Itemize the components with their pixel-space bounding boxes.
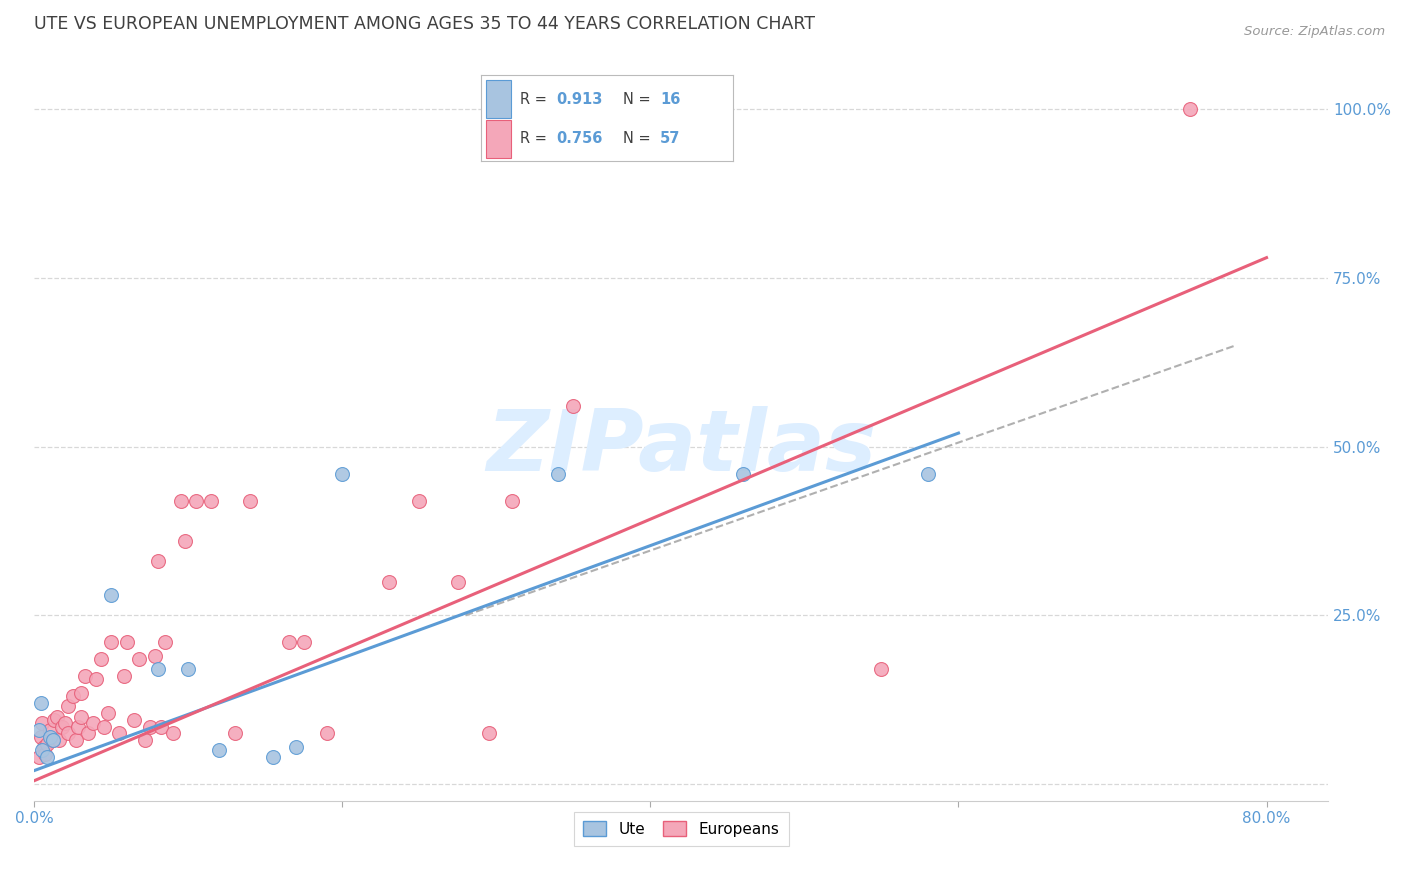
Point xyxy=(38,723,60,737)
Point xyxy=(108,726,131,740)
Point xyxy=(224,726,246,740)
Point xyxy=(134,733,156,747)
Point xyxy=(66,720,89,734)
Point xyxy=(285,739,308,754)
Point xyxy=(316,726,339,740)
Point xyxy=(58,699,80,714)
Point xyxy=(97,706,120,720)
Point xyxy=(28,750,51,764)
Point xyxy=(139,720,162,734)
Legend: Ute, Europeans: Ute, Europeans xyxy=(574,812,789,846)
Point xyxy=(77,726,100,740)
Point xyxy=(128,652,150,666)
Point xyxy=(262,750,284,764)
Point xyxy=(1178,102,1201,116)
Point xyxy=(34,747,56,761)
Point xyxy=(93,720,115,734)
Point xyxy=(35,750,58,764)
Point xyxy=(277,635,299,649)
Point xyxy=(69,686,91,700)
Point xyxy=(42,733,65,747)
Text: Source: ZipAtlas.com: Source: ZipAtlas.com xyxy=(1244,25,1385,38)
Point xyxy=(75,669,97,683)
Point xyxy=(377,574,399,589)
Point xyxy=(35,737,58,751)
Point xyxy=(177,662,200,676)
Point xyxy=(46,709,69,723)
Point xyxy=(184,493,207,508)
Text: ZIPatlas: ZIPatlas xyxy=(486,406,876,489)
Point xyxy=(239,493,262,508)
Point xyxy=(115,635,138,649)
Point xyxy=(332,467,354,481)
Point xyxy=(149,720,172,734)
Point xyxy=(174,534,197,549)
Point xyxy=(124,713,146,727)
Point xyxy=(28,723,51,737)
Point xyxy=(90,652,112,666)
Point xyxy=(42,733,65,747)
Point xyxy=(170,493,193,508)
Text: UTE VS EUROPEAN UNEMPLOYMENT AMONG AGES 35 TO 44 YEARS CORRELATION CHART: UTE VS EUROPEAN UNEMPLOYMENT AMONG AGES … xyxy=(34,15,815,33)
Point xyxy=(30,730,52,744)
Point xyxy=(870,662,893,676)
Point xyxy=(408,493,430,508)
Point xyxy=(48,733,70,747)
Point xyxy=(32,739,55,754)
Point xyxy=(69,709,91,723)
Point xyxy=(31,743,53,757)
Point xyxy=(62,690,84,704)
Point xyxy=(65,733,87,747)
Point xyxy=(478,726,501,740)
Point xyxy=(146,554,169,568)
Point xyxy=(162,726,184,740)
Point xyxy=(51,720,73,734)
Point xyxy=(143,648,166,663)
Point xyxy=(917,467,939,481)
Point xyxy=(82,716,104,731)
Point xyxy=(44,713,66,727)
Point xyxy=(146,662,169,676)
Point xyxy=(200,493,222,508)
Point xyxy=(58,726,80,740)
Point xyxy=(501,493,523,508)
Point xyxy=(731,467,754,481)
Point xyxy=(112,669,135,683)
Point xyxy=(292,635,315,649)
Point xyxy=(155,635,177,649)
Point xyxy=(30,696,52,710)
Point xyxy=(100,635,122,649)
Point xyxy=(53,716,76,731)
Point xyxy=(562,399,585,413)
Point xyxy=(31,716,53,731)
Point xyxy=(208,743,231,757)
Point xyxy=(100,588,122,602)
Point xyxy=(547,467,569,481)
Point xyxy=(38,730,60,744)
Point xyxy=(84,673,107,687)
Point xyxy=(447,574,470,589)
